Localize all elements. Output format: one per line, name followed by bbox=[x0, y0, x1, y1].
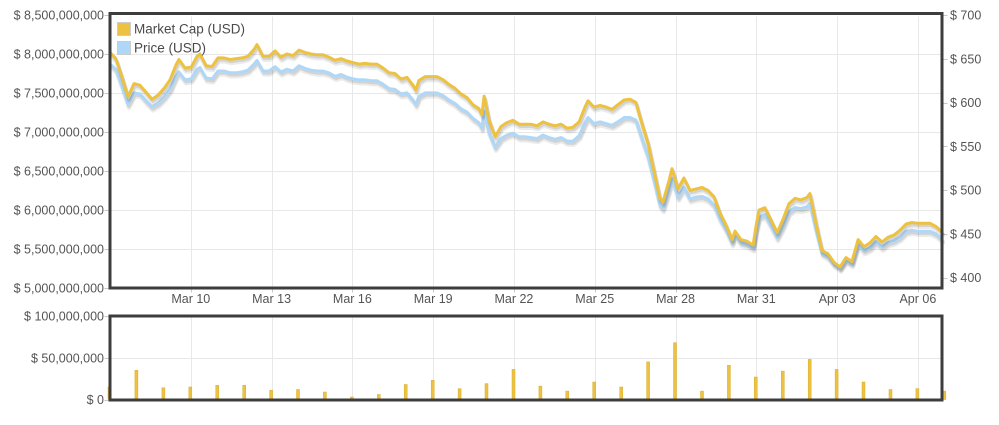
main-price-marketcap-chart: Market Cap (USD)Price (USD)$ 8,500,000,0… bbox=[14, 9, 982, 307]
y-right-tick-label: $ 400 bbox=[950, 271, 981, 285]
y-left-tick-label: $ 6,500,000,000 bbox=[14, 165, 104, 179]
legend-swatch-market-cap bbox=[117, 22, 131, 36]
x-tick-label: Mar 25 bbox=[575, 292, 614, 306]
market-cap-line bbox=[108, 43, 946, 273]
x-tick-label: Mar 16 bbox=[333, 292, 372, 306]
y-left-tick-label: $ 8,000,000,000 bbox=[14, 48, 104, 62]
x-tick-label: Apr 03 bbox=[819, 292, 856, 306]
price-line bbox=[108, 59, 944, 270]
volume-tick-label: $ 50,000,000 bbox=[31, 351, 104, 365]
x-tick-label: Mar 28 bbox=[656, 292, 695, 306]
legend: Market Cap (USD) Price (USD) bbox=[117, 22, 245, 56]
y-left-tick-label: $ 5,500,000,000 bbox=[14, 243, 104, 257]
y-left-tick-label: $ 6,000,000,000 bbox=[14, 204, 104, 218]
market-cap-line-shadow bbox=[108, 45, 946, 273]
y-right-tick-label: $ 450 bbox=[950, 227, 981, 241]
x-tick-label: Apr 06 bbox=[899, 292, 936, 306]
main-axis-labels: $ 8,500,000,000 $ 8,000,000,000 $ 7,500,00… bbox=[14, 9, 982, 307]
y-right-tick-label: $ 500 bbox=[950, 184, 981, 198]
x-tick-label: Mar 13 bbox=[252, 292, 291, 306]
volume-chart: $ 100,000,000 $ 50,000,000 $ 0 bbox=[24, 310, 947, 407]
y-left-tick-label: $ 5,000,000,000 bbox=[14, 282, 104, 296]
y-right-tick-label: $ 600 bbox=[950, 96, 981, 110]
main-plot-area[interactable] bbox=[110, 14, 942, 289]
price-line-shadow bbox=[109, 60, 945, 272]
y-left-tick-label: $ 8,500,000,000 bbox=[14, 9, 104, 23]
volume-plot-border bbox=[108, 314, 944, 402]
y-right-tick-label: $ 650 bbox=[950, 52, 981, 66]
volume-tick-label: $ 100,000,000 bbox=[24, 310, 104, 324]
y-left-tick-label: $ 7,000,000,000 bbox=[14, 126, 104, 140]
legend-label-price: Price (USD) bbox=[134, 41, 206, 56]
y-right-tick-label: $ 700 bbox=[950, 9, 981, 23]
legend-swatch-price bbox=[117, 41, 131, 55]
x-tick-label: Mar 10 bbox=[171, 292, 210, 306]
price-line-shadow bbox=[108, 61, 946, 274]
y-right-tick-label: $ 550 bbox=[950, 140, 981, 154]
x-tick-label: Mar 31 bbox=[737, 292, 776, 306]
y-left-tick-label: $ 7,500,000,000 bbox=[14, 87, 104, 101]
x-tick-label: Mar 22 bbox=[494, 292, 533, 306]
x-tick-label: Mar 19 bbox=[414, 292, 453, 306]
volume-plot-area[interactable] bbox=[110, 316, 942, 400]
market-cap-line bbox=[108, 43, 944, 269]
legend-label-market-cap: Market Cap (USD) bbox=[134, 22, 245, 37]
volume-tick-label: $ 0 bbox=[87, 393, 104, 407]
price-line bbox=[108, 59, 946, 274]
main-tick-marks bbox=[104, 15, 948, 293]
main-plot-border bbox=[108, 12, 944, 290]
main-gridlines bbox=[111, 16, 941, 287]
market-cap-line-shadow bbox=[109, 44, 945, 271]
